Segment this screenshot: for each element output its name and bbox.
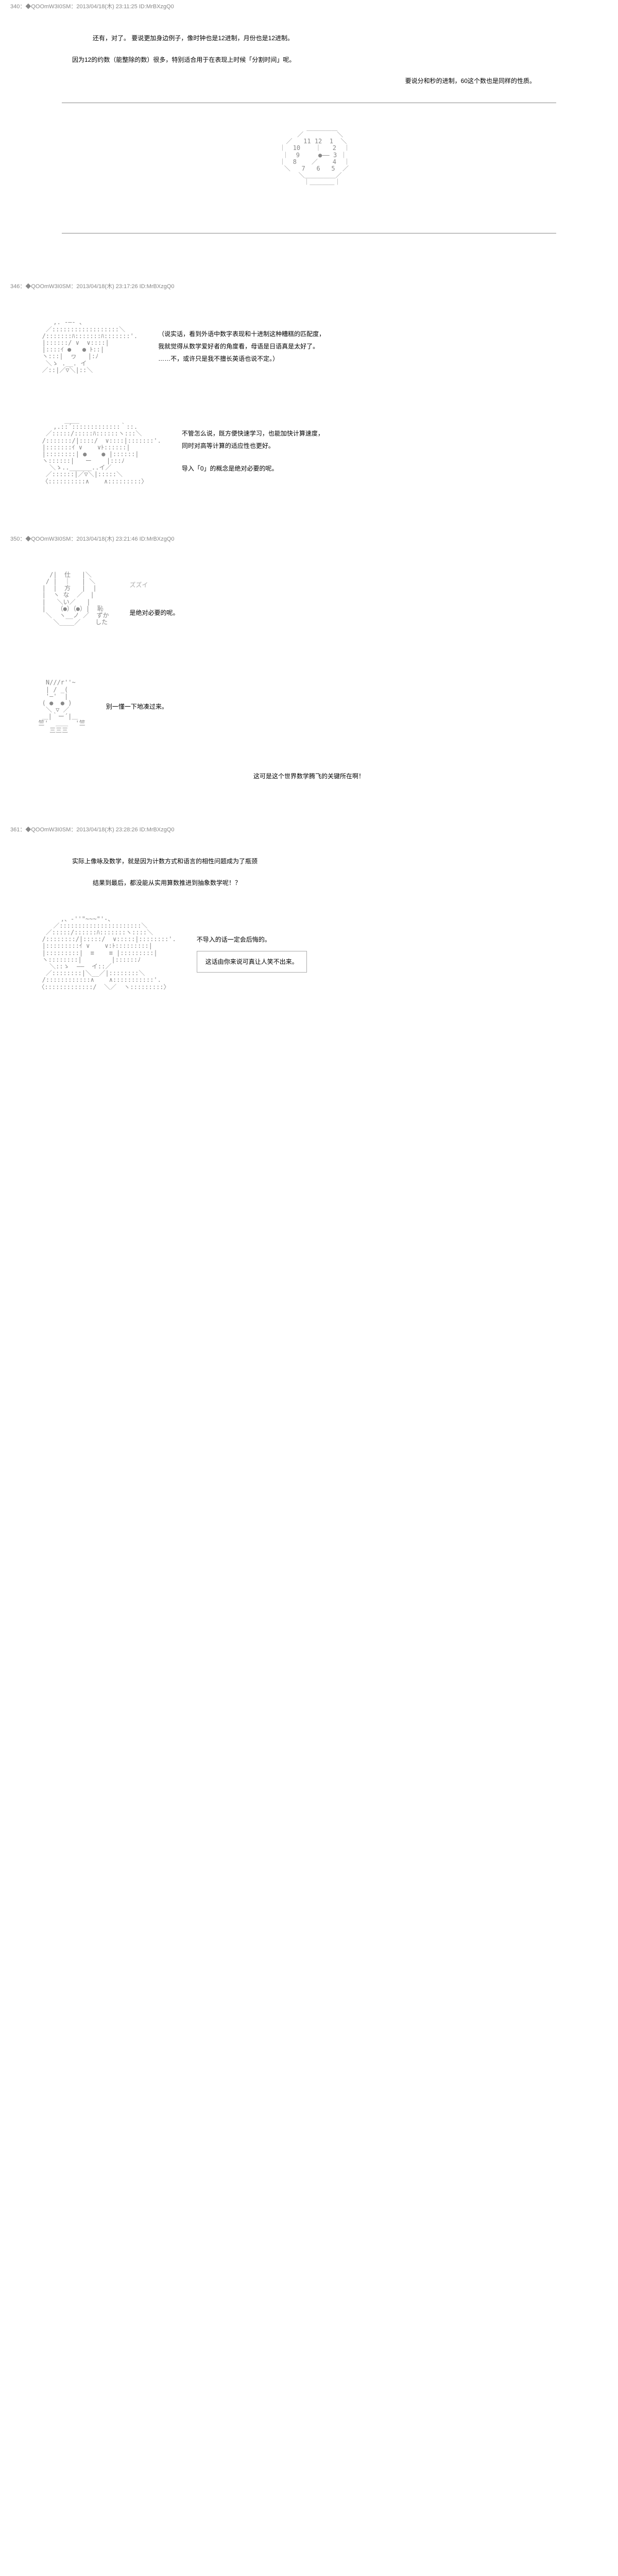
- text-line: 这可是这个世界数学腾飞的关键所在啊！: [31, 771, 587, 782]
- text-line: 不管怎么说，既方便快速学习，也能加快计算速度，: [182, 427, 324, 440]
- text-line: 我就觉得从数学爱好者的角度看，母语是日语真是太好了。: [158, 340, 325, 353]
- post-361: 361：◆QOOmW3I0SM：2013/04/18(木) 23:28:26 I…: [0, 823, 618, 1017]
- dialogue-row: ,、-''"~~~"'-、 ／::::::::::::::::::::::＼ ／…: [31, 910, 587, 997]
- text-line: 实际上像咏及数学，就是因为计数方式和语言的相性问题成为了瓶颈: [31, 856, 587, 867]
- text-line: 还有，对了。 要说更加身边例子，像时钟也是12进制，月份也是12进制。: [31, 33, 587, 44]
- dialogue-row: N///r''~ | / _( '―' | ( ● ● ) ＼ ▽ ／ ＿|｀ー…: [31, 673, 587, 740]
- post-body: 还有，对了。 要说更加身边例子，像时钟也是12进制，月份也是12进制。 因为12…: [0, 12, 618, 259]
- dialogue-text: 别一懂一下地凑过来。: [106, 700, 168, 713]
- post-346: 346：◆QOOmW3I0SM：2013/04/18(木) 23:17:26 I…: [0, 280, 618, 511]
- text-line: 结果到最后，都没能从实用算数推进到抽象数学呢！？: [31, 878, 587, 889]
- dialogue-text: 不导入的话一定会后悔的。 这话由你来说可真让人笑不出来。: [197, 933, 307, 973]
- text-line: 要说分和秒的进制，60这个数也是同样的性质。: [31, 76, 587, 87]
- post-body: ,. -―- 、 ／::::::::::::::::::＼ /:::::::ﾊ:…: [0, 292, 618, 511]
- post-body: /| 仕 |＼ / | ｜ | ＼ | | 方 | | | ヽ な ／ | | …: [0, 545, 618, 803]
- dialogue-text: （说实话，看到外语中数字表现和十进制这种糟糕的匹配度， 我就觉得从数学爱好者的角…: [158, 328, 325, 365]
- ascii-art: ____ ,.::´:::::::::::::｀::. ／:::::/:::::…: [31, 417, 161, 485]
- text-line: 因为12的约数（能整除的数）很多，特别适合用于在表现上时候「分割时间」呢。: [31, 55, 587, 66]
- dialogue-row: /| 仕 |＼ / | ｜ | ＼ | | 方 | | | ヽ な ／ | | …: [31, 565, 587, 632]
- post-340: 340：◆QOOmW3I0SM：2013/04/18(木) 23:11:25 I…: [0, 0, 618, 259]
- post-header: 361：◆QOOmW3I0SM：2013/04/18(木) 23:28:26 I…: [10, 823, 618, 835]
- ascii-art: ,、-''"~~~"'-、 ／::::::::::::::::::::::＼ ／…: [31, 916, 176, 991]
- text-line: 别一懂一下地凑过来。: [106, 700, 168, 713]
- text-line: （说实话，看到外语中数字表现和十进制这种糟糕的匹配度，: [158, 328, 325, 340]
- text-line: ……不，或许只是我不擅长英语也说不定。）: [158, 353, 325, 365]
- dialogue-text: 不管怎么说，既方便快速学习，也能加快计算速度， 同时对高等计算的适应性也更好。 …: [182, 427, 324, 475]
- ascii-art: ＿＿＿＿＿ ／ ＼ ／ 11 12 1 ＼ ｜ 10 ｜ 2 ｜ ｜ 9 ●――…: [268, 125, 350, 186]
- sfx-text: ズズイ: [129, 579, 179, 591]
- text-line: 不导入的话一定会后悔的。: [197, 933, 307, 946]
- post-body: 实际上像咏及数学，就是因为计数方式和语言的相性问题成为了瓶颈 结果到最后，都没能…: [0, 835, 618, 1017]
- text-line: 导入「0」的概念是绝对必要的呢。: [182, 462, 324, 475]
- post-header: 350：◆QOOmW3I0SM：2013/04/18(木) 23:21:46 I…: [10, 532, 618, 545]
- dialogue-row: ____ ,.::´:::::::::::::｀::. ／:::::/:::::…: [31, 411, 587, 491]
- boxed-text: 这话由你来说可真让人笑不出来。: [197, 951, 307, 973]
- post-header: 346：◆QOOmW3I0SM：2013/04/18(木) 23:17:26 I…: [10, 280, 618, 292]
- text-line: 是绝对必要的呢。: [129, 607, 179, 619]
- text-line: 同时对高等计算的适应性也更好。: [182, 440, 324, 452]
- ascii-art: ,. -―- 、 ／::::::::::::::::::＼ /:::::::ﾊ:…: [31, 319, 138, 374]
- post-350: 350：◆QOOmW3I0SM：2013/04/18(木) 23:21:46 I…: [0, 532, 618, 803]
- ascii-art: N///r''~ | / _( '―' | ( ● ● ) ＼ ▽ ／ ＿|｀ー…: [31, 679, 85, 734]
- clock-ascii: ＿＿＿＿＿ ／ ＼ ／ 11 12 1 ＼ ｜ 10 ｜ 2 ｜ ｜ 9 ●――…: [31, 119, 587, 192]
- ascii-art: /| 仕 |＼ / | ｜ | ＼ | | 方 | | | ヽ な ／ | | …: [31, 572, 109, 626]
- dialogue-row: ,. -―- 、 ／::::::::::::::::::＼ /:::::::ﾊ:…: [31, 313, 587, 380]
- dialogue-text: ズズイ 是绝对必要的呢。: [129, 579, 179, 619]
- post-header: 340：◆QOOmW3I0SM：2013/04/18(木) 23:11:25 I…: [10, 0, 618, 12]
